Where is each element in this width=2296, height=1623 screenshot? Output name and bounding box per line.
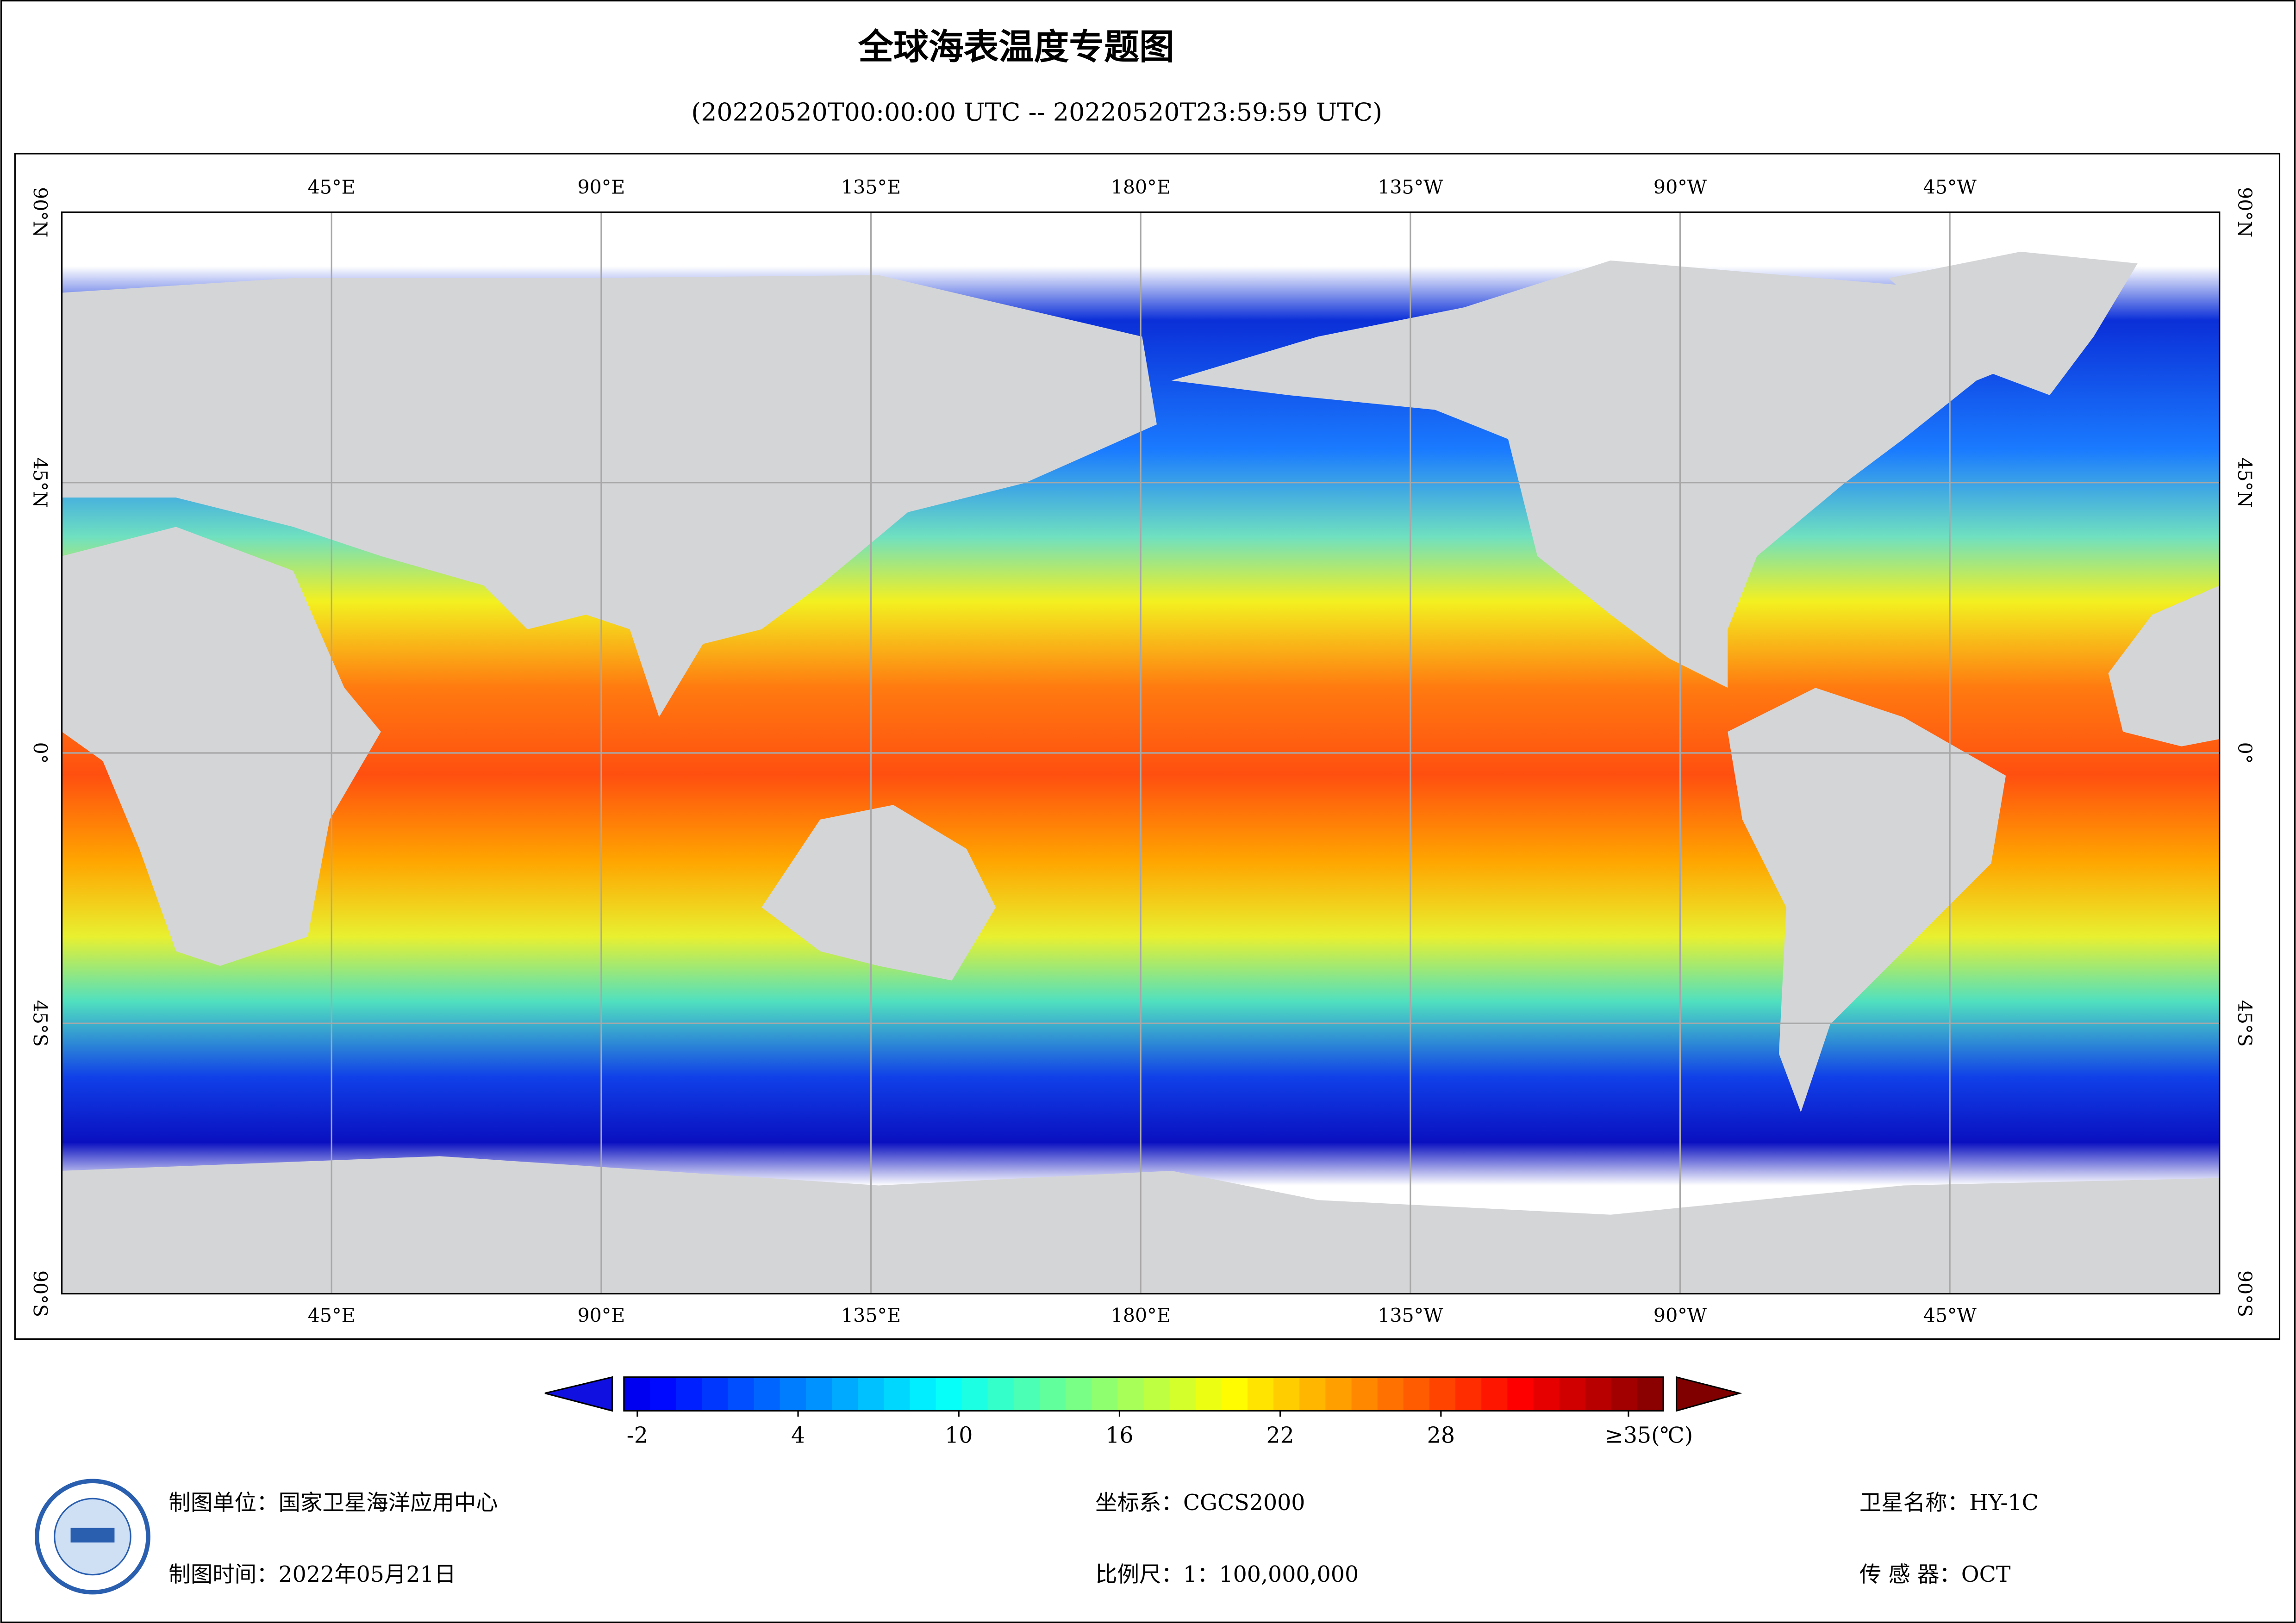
footer-scale: 比例尺：1：100,000,000: [1095, 1562, 1359, 1587]
lon-label-bottom: 45°W: [1923, 1305, 1977, 1327]
colorbar-cell: [936, 1377, 963, 1411]
colorbar-cell: [831, 1377, 859, 1411]
colorbar-cell: [1585, 1377, 1612, 1411]
lat-label-left: 90°S: [29, 1270, 51, 1317]
colorbar-cell: [1039, 1377, 1067, 1411]
footer-crs: 坐标系：CGCS2000: [1095, 1490, 1305, 1516]
colorbar-label: 10: [945, 1423, 973, 1448]
lat-label-right: 45°S: [2234, 1000, 2256, 1047]
lon-label-top: 45°E: [308, 176, 356, 198]
colorbar-cell: [1559, 1377, 1586, 1411]
map-border: [61, 211, 2221, 1295]
colorbar-cell: [1351, 1377, 1379, 1411]
title: 全球海表温度专题图: [858, 26, 1174, 68]
colorbar-cell: [1507, 1377, 1535, 1411]
lon-label-bottom: 135°W: [1378, 1305, 1443, 1327]
colorbar-cell: [987, 1377, 1015, 1411]
footer-satellite: 卫星名称：HY-1C: [1859, 1490, 2039, 1516]
colorbar-cell: [1377, 1377, 1404, 1411]
colorbar-over: [1676, 1376, 1742, 1412]
subtitle: (20220520T00:00:00 UTC -- 20220520T23:59…: [691, 98, 1382, 127]
lat-label-left: 0°: [29, 742, 51, 764]
colorbar-cell: [1143, 1377, 1171, 1411]
map-labels: 45°E 45°E 90°E 90°E 135°E 135°E 180°E 180°E 135°…: [29, 176, 2255, 1326]
lat-label-right: 90°N: [2234, 187, 2256, 237]
colorbar-cell: [780, 1377, 807, 1411]
colorbar-label: 28: [1427, 1423, 1455, 1448]
colorbar-label: ≥35(℃): [1605, 1423, 1693, 1448]
lat-label-right: 0°: [2234, 742, 2256, 764]
colorbar-cell: [884, 1377, 911, 1411]
lat-label-left: 90°N: [29, 187, 51, 237]
colorbar-cell: [676, 1377, 703, 1411]
colorbar-label: -2: [627, 1423, 648, 1448]
colorbar-cell: [805, 1377, 833, 1411]
lon-label-top: 135°W: [1378, 176, 1443, 198]
colorbar-cell: [1533, 1377, 1560, 1411]
lat-label-left: 45°N: [29, 457, 51, 508]
lat-label-left: 45°S: [29, 1000, 51, 1047]
lon-label-bottom: 180°E: [1111, 1305, 1171, 1327]
footer-time: 制图时间：2022年05月21日: [168, 1562, 456, 1587]
colorbar-cell: [1299, 1377, 1327, 1411]
lon-label-top: 45°W: [1923, 176, 1977, 198]
footer-sensor: 传 感 器：OCT: [1859, 1562, 2011, 1587]
lon-label-top: 180°E: [1111, 176, 1171, 198]
colorbar-cell: [754, 1377, 781, 1411]
graticule: [62, 212, 2220, 1294]
footer-unit: 制图单位：国家卫星海洋应用中心: [168, 1490, 498, 1516]
colorbar-cell: [728, 1377, 755, 1411]
colorbar-cell: [910, 1377, 937, 1411]
lon-label-bottom: 90°W: [1653, 1305, 1707, 1327]
colorbar: -2 4 10 16 22 28 ≥35(℃): [623, 1376, 1693, 1448]
lon-label-bottom: 45°E: [308, 1305, 356, 1327]
lat-label-right: 45°N: [2234, 457, 2256, 508]
lon-label-top: 90°E: [577, 176, 625, 198]
colorbar-cell: [961, 1377, 989, 1411]
colorbar-cell: [1169, 1377, 1197, 1411]
colorbar-cell: [1455, 1377, 1482, 1411]
colorbar-cell: [1429, 1377, 1456, 1411]
colorbar-cell: [1325, 1377, 1353, 1411]
lon-label-top: 90°W: [1653, 176, 1707, 198]
colorbar-label: 16: [1105, 1423, 1133, 1448]
colorbar-cell: [1403, 1377, 1430, 1411]
lon-label-bottom: 135°E: [841, 1305, 901, 1327]
lon-label-top: 135°E: [841, 176, 901, 198]
colorbar-cell: [702, 1377, 729, 1411]
colorbar-cell: [1092, 1377, 1118, 1411]
colorbar-cell: [1013, 1377, 1041, 1411]
colorbar-cell: [650, 1377, 677, 1411]
colorbar-under: [544, 1376, 613, 1412]
colorbar-cell: [1117, 1377, 1145, 1411]
colorbar-cell: [624, 1377, 651, 1411]
colorbar-border: [623, 1376, 1664, 1412]
logo: [35, 1479, 150, 1595]
colorbar-cell: [1221, 1377, 1248, 1411]
colorbar-cell: [1637, 1377, 1664, 1411]
lon-label-bottom: 90°E: [577, 1305, 625, 1327]
colorbar-cell: [1611, 1377, 1638, 1411]
colorbar-cell: [1481, 1377, 1508, 1411]
colorbar-cell: [1066, 1377, 1092, 1411]
lat-label-right: 90°S: [2234, 1270, 2256, 1317]
colorbar-label: 22: [1266, 1423, 1294, 1448]
colorbar-cell: [1248, 1377, 1274, 1411]
colorbar-cell: [858, 1377, 885, 1411]
colorbar-label: 4: [791, 1423, 805, 1448]
colorbar-cell: [1195, 1377, 1223, 1411]
colorbar-cell: [1273, 1377, 1300, 1411]
